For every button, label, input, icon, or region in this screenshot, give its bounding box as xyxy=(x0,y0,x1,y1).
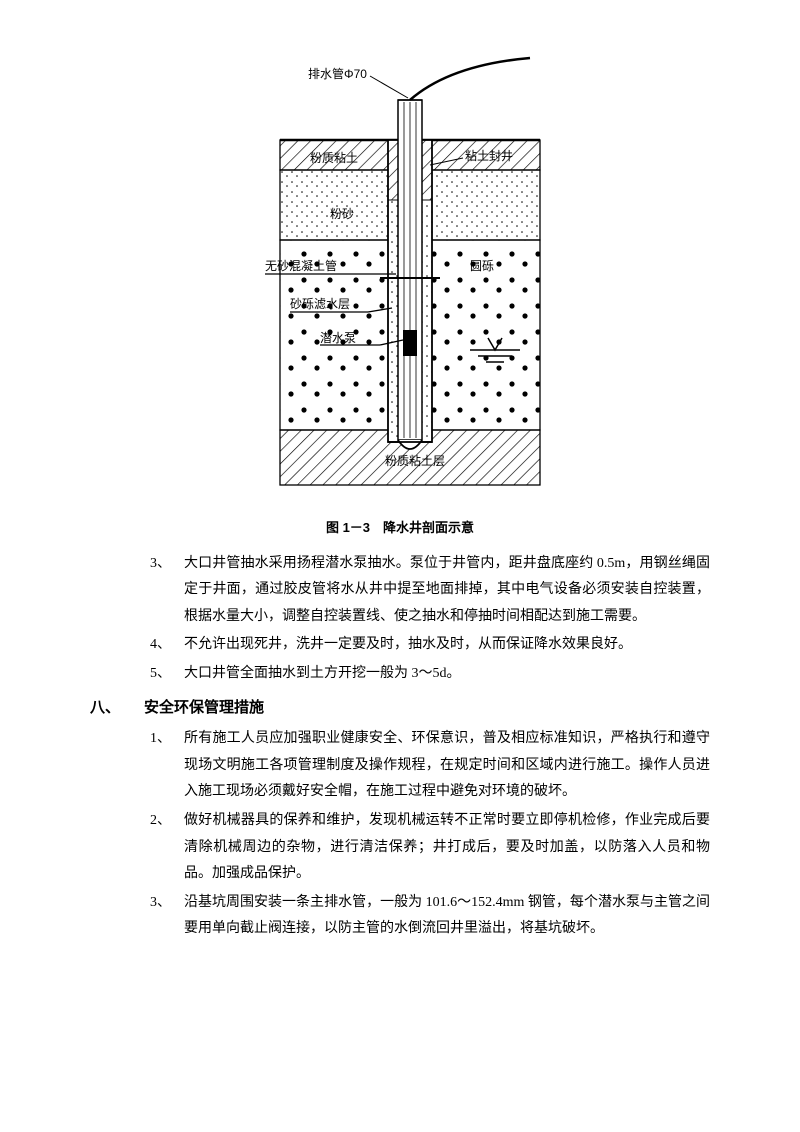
item-number: 5、 xyxy=(150,661,184,688)
list-item: 2、 做好机械器具的保养和维护，发现机械运转不正常时要立即停机检修，作业完成后要… xyxy=(150,808,710,888)
section-title: 安全环保管理措施 xyxy=(144,694,264,723)
list-item: 3、 大口井管抽水采用扬程潜水泵抽水。泵位于井管内，距井盘底座约 0.5m，用钢… xyxy=(150,551,710,631)
lbl-gravel: 圆砾 xyxy=(470,259,494,273)
item-number: 3、 xyxy=(150,890,184,943)
list-item: 1、 所有施工人员应加强职业健康安全、环保意识，普及相应标准知识，严格执行和遵守… xyxy=(150,726,710,806)
numbered-list-bottom: 1、 所有施工人员应加强职业健康安全、环保意识，普及相应标准知识，严格执行和遵守… xyxy=(150,726,710,943)
item-text: 大口井管抽水采用扬程潜水泵抽水。泵位于井管内，距井盘底座约 0.5m，用钢丝绳固… xyxy=(184,551,710,631)
list-item: 3、 沿基坑周围安装一条主排水管，一般为 101.6～152.4mm 钢管，每个… xyxy=(150,890,710,943)
lbl-clayseal: 粘土封井 xyxy=(465,148,513,163)
item-number: 4、 xyxy=(150,632,184,659)
list-item: 5、 大口井管全面抽水到土方开挖一般为 3～5d。 xyxy=(150,661,710,688)
list-item: 4、 不允许出现死井，洗井一定要及时，抽水及时，从而保证降水效果良好。 xyxy=(150,632,710,659)
lbl-filter: 砂砾滤水层 xyxy=(290,297,350,311)
item-text: 大口井管全面抽水到土方开挖一般为 3～5d。 xyxy=(184,661,710,688)
item-number: 3、 xyxy=(150,551,184,631)
numbered-list-top: 3、 大口井管抽水采用扬程潜水泵抽水。泵位于井管内，距井盘底座约 0.5m，用钢… xyxy=(150,551,710,688)
item-text: 做好机械器具的保养和维护，发现机械运转不正常时要立即停机检修，作业完成后要清除机… xyxy=(184,808,710,888)
item-text: 沿基坑周围安装一条主排水管，一般为 101.6～152.4mm 钢管，每个潜水泵… xyxy=(184,890,710,943)
section-heading-8: 八、 安全环保管理措施 xyxy=(90,694,710,723)
item-text: 不允许出现死井，洗井一定要及时，抽水及时，从而保证降水效果良好。 xyxy=(184,632,710,659)
item-number: 2、 xyxy=(150,808,184,888)
lbl-drainpipe: 排水管Φ70 xyxy=(308,66,367,81)
well-section-svg: 排水管Φ70 粉质粘土 粘土封井 粉砂 无砂混凝土管 圆砾 砂砾滤水层 xyxy=(220,40,580,510)
item-text: 所有施工人员应加强职业健康安全、环保意识，普及相应标准知识，严格执行和遵守现场文… xyxy=(184,726,710,806)
lbl-bottom: 粉质粘土层 xyxy=(385,453,445,468)
document-page: 排水管Φ70 粉质粘土 粘土封井 粉砂 无砂混凝土管 圆砾 砂砾滤水层 xyxy=(0,0,800,1005)
lbl-pump: 潜水泵 xyxy=(320,331,356,345)
item-number: 1、 xyxy=(150,726,184,806)
lbl-concpipe: 无砂混凝土管 xyxy=(265,258,337,273)
figure-caption: 图 1－3 降水井剖面示意 xyxy=(90,516,710,541)
figure-well-section: 排水管Φ70 粉质粘土 粘土封井 粉砂 无砂混凝土管 圆砾 砂砾滤水层 xyxy=(90,40,710,541)
lbl-siltysand: 粉砂 xyxy=(330,207,354,221)
lbl-siltyclay: 粉质粘土 xyxy=(310,150,358,165)
section-number: 八、 xyxy=(90,694,144,723)
